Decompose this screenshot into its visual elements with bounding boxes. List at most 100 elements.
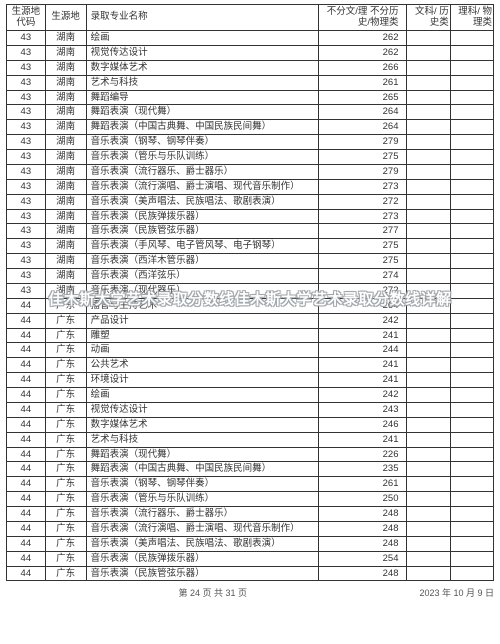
table-row: 44广东公共艺术241 (7, 358, 494, 373)
cell-major: 音乐表演（流行器乐、爵士器乐） (86, 507, 318, 522)
cell-prov: 广东 (45, 492, 86, 507)
cell-li (450, 90, 493, 105)
cell-code: 44 (7, 358, 46, 373)
cell-code: 43 (7, 75, 46, 90)
cell-prov: 湖南 (45, 75, 86, 90)
footer-date: 2023 年 10 月 9 日 (419, 586, 494, 599)
cell-li (450, 462, 493, 477)
cell-major: 艺术与科技 (86, 75, 318, 90)
cell-code: 44 (7, 521, 46, 536)
header-score-li: 理科/ 物理类 (450, 5, 493, 31)
cell-major: 舞蹈编导 (86, 90, 318, 105)
header-code: 生源地代码 (7, 5, 46, 31)
cell-score: 273 (318, 209, 407, 224)
cell-wen (407, 239, 450, 254)
cell-code: 43 (7, 120, 46, 135)
cell-score: 279 (318, 135, 407, 150)
cell-score: 264 (318, 298, 407, 313)
cell-li (450, 269, 493, 284)
table-row: 44广东音乐表演（美声唱法、民族唱法、歌剧表演）248 (7, 536, 494, 551)
cell-wen (407, 358, 450, 373)
cell-major: 音乐表演（民族管弦乐器） (86, 566, 318, 581)
cell-score: 262 (318, 31, 407, 46)
cell-major: 舞蹈表演（中国古典舞、中国民族民间舞） (86, 462, 318, 477)
cell-prov: 广东 (45, 432, 86, 447)
table-row: 43湖南音乐表演（手风琴、电子管风琴、电子钢琴）275 (7, 239, 494, 254)
cell-li (450, 164, 493, 179)
cell-score: 246 (318, 417, 407, 432)
cell-wen (407, 417, 450, 432)
cell-prov: 广东 (45, 373, 86, 388)
cell-major: 音乐表演（现代器乐） (86, 283, 318, 298)
cell-wen (407, 566, 450, 581)
header-major: 录取专业名称 (86, 5, 318, 31)
cell-major: 音乐表演（流行器乐、爵士器乐） (86, 164, 318, 179)
cell-wen (407, 492, 450, 507)
cell-prov: 广东 (45, 477, 86, 492)
cell-wen (407, 313, 450, 328)
cell-score: 266 (318, 60, 407, 75)
table-row: 44广东音乐表演（民族弹拨乐器）254 (7, 551, 494, 566)
cell-code: 44 (7, 492, 46, 507)
cell-score: 243 (318, 402, 407, 417)
cell-prov: 湖南 (45, 254, 86, 269)
cell-major: 数字媒体艺术 (86, 60, 318, 75)
cell-prov: 广东 (45, 566, 86, 581)
cell-prov: 湖南 (45, 90, 86, 105)
cell-wen (407, 298, 450, 313)
table-body: 43湖南绘画26243湖南视觉传达设计26243湖南数字媒体艺术26643湖南艺… (7, 31, 494, 581)
cell-wen (407, 194, 450, 209)
cell-li (450, 75, 493, 90)
table-row: 44广东绘画242 (7, 388, 494, 403)
cell-wen (407, 388, 450, 403)
table-row: 43湖南音乐表演（管乐与乐队训练）275 (7, 150, 494, 165)
cell-score: 272 (318, 194, 407, 209)
table-row: 43湖南绘画262 (7, 31, 494, 46)
cell-prov: 湖南 (45, 194, 86, 209)
table-header-row: 生源地代码 生源地 录取专业名称 不分文/理 不分历史/物理类 文科/ 历史类 … (7, 5, 494, 31)
cell-code: 44 (7, 402, 46, 417)
cell-code: 44 (7, 432, 46, 447)
table-row: 43湖南音乐表演（西洋弦乐）274 (7, 269, 494, 284)
cell-score: 244 (318, 343, 407, 358)
cell-prov: 广东 (45, 343, 86, 358)
cell-major: 音乐表演（西洋木管乐器） (86, 254, 318, 269)
cell-li (450, 507, 493, 522)
table-row: 44广东雕塑241 (7, 328, 494, 343)
cell-prov: 湖南 (45, 150, 86, 165)
cell-prov: 广东 (45, 388, 86, 403)
cell-score: 248 (318, 566, 407, 581)
cell-major: 舞蹈表演（现代舞） (86, 447, 318, 462)
cell-score: 273 (318, 179, 407, 194)
cell-prov: 广东 (45, 313, 86, 328)
cell-code: 44 (7, 536, 46, 551)
cell-prov: 湖南 (45, 209, 86, 224)
table-row: 43湖南舞蹈表演（现代舞）264 (7, 105, 494, 120)
cell-li (450, 194, 493, 209)
cell-code: 43 (7, 150, 46, 165)
table-row: 44广东动画244 (7, 343, 494, 358)
cell-wen (407, 328, 450, 343)
cell-prov: 湖南 (45, 179, 86, 194)
page-footer: 第 24 页 共 31 页 2023 年 10 月 9 日 (0, 583, 500, 603)
cell-li (450, 105, 493, 120)
cell-major: 视觉传达设计 (86, 45, 318, 60)
table-row: 43湖南舞蹈表演（中国古典舞、中国民族民间舞）264 (7, 120, 494, 135)
cell-code: 44 (7, 462, 46, 477)
cell-score: 274 (318, 269, 407, 284)
cell-wen (407, 373, 450, 388)
table-row: 43湖南音乐表演（美声唱法、民族唱法、歌剧表演）272 (7, 194, 494, 209)
cell-li (450, 298, 493, 313)
cell-major: 动画 (86, 343, 318, 358)
cell-major: 音乐表演（管乐与乐队训练） (86, 492, 318, 507)
cell-score: 265 (318, 90, 407, 105)
table-row: 44广东环境设计241 (7, 373, 494, 388)
cell-li (450, 432, 493, 447)
cell-code: 44 (7, 343, 46, 358)
cell-score: 226 (318, 447, 407, 462)
cell-li (450, 313, 493, 328)
cell-li (450, 492, 493, 507)
cell-score: 275 (318, 254, 407, 269)
table-row: 44广东舞蹈表演（现代舞）226 (7, 447, 494, 462)
table-row: 44广东产品设计242 (7, 313, 494, 328)
